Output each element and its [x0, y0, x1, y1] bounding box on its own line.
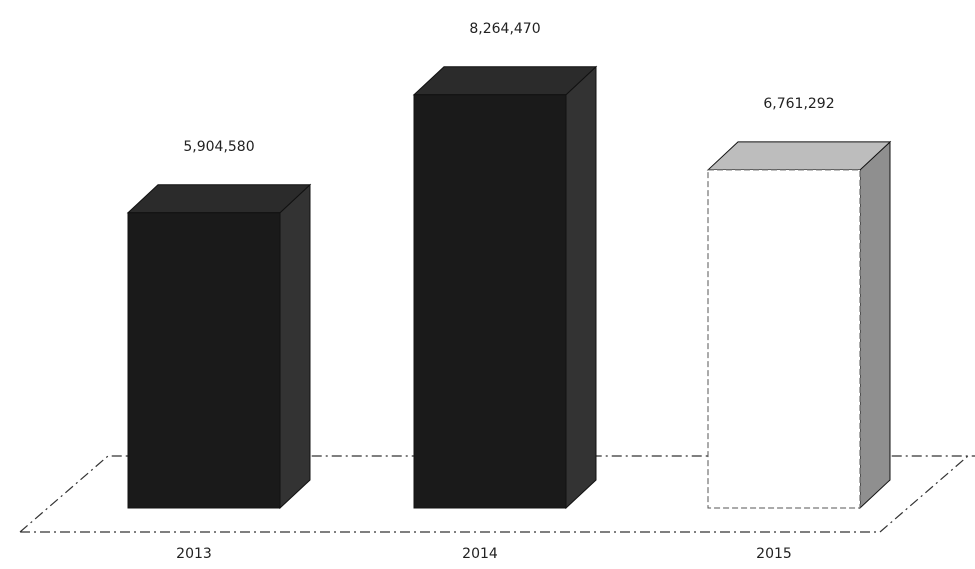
- bar-2015: [706, 140, 892, 510]
- bar-group: [126, 65, 892, 510]
- bar-2014: [412, 65, 598, 510]
- x-tick-label-2014: 2014: [462, 546, 498, 562]
- bar-2013: [126, 183, 312, 510]
- bar-top-face: [412, 66, 598, 96]
- bar-front-face: [413, 94, 567, 509]
- bar-front-face: [707, 169, 861, 509]
- data-label-2014: 8,264,470: [469, 21, 540, 37]
- bar-top-face: [126, 184, 312, 214]
- x-tick-label-2015: 2015: [756, 546, 792, 562]
- data-label-2013: 5,904,580: [183, 139, 254, 155]
- data-label-2015: 6,761,292: [763, 96, 834, 112]
- bar-side-face: [565, 65, 597, 510]
- bar-top-face: [706, 141, 892, 171]
- x-tick-label-2013: 2013: [176, 546, 212, 562]
- floor-outline: [19, 455, 975, 533]
- bar-side-face: [859, 140, 891, 510]
- bar-front-face: [127, 212, 281, 509]
- bar-side-face: [279, 183, 311, 510]
- label-group: 5,904,580 2013 8,264,470 2014 6,761,292 2015: [176, 21, 834, 562]
- chart-floor: [19, 455, 975, 533]
